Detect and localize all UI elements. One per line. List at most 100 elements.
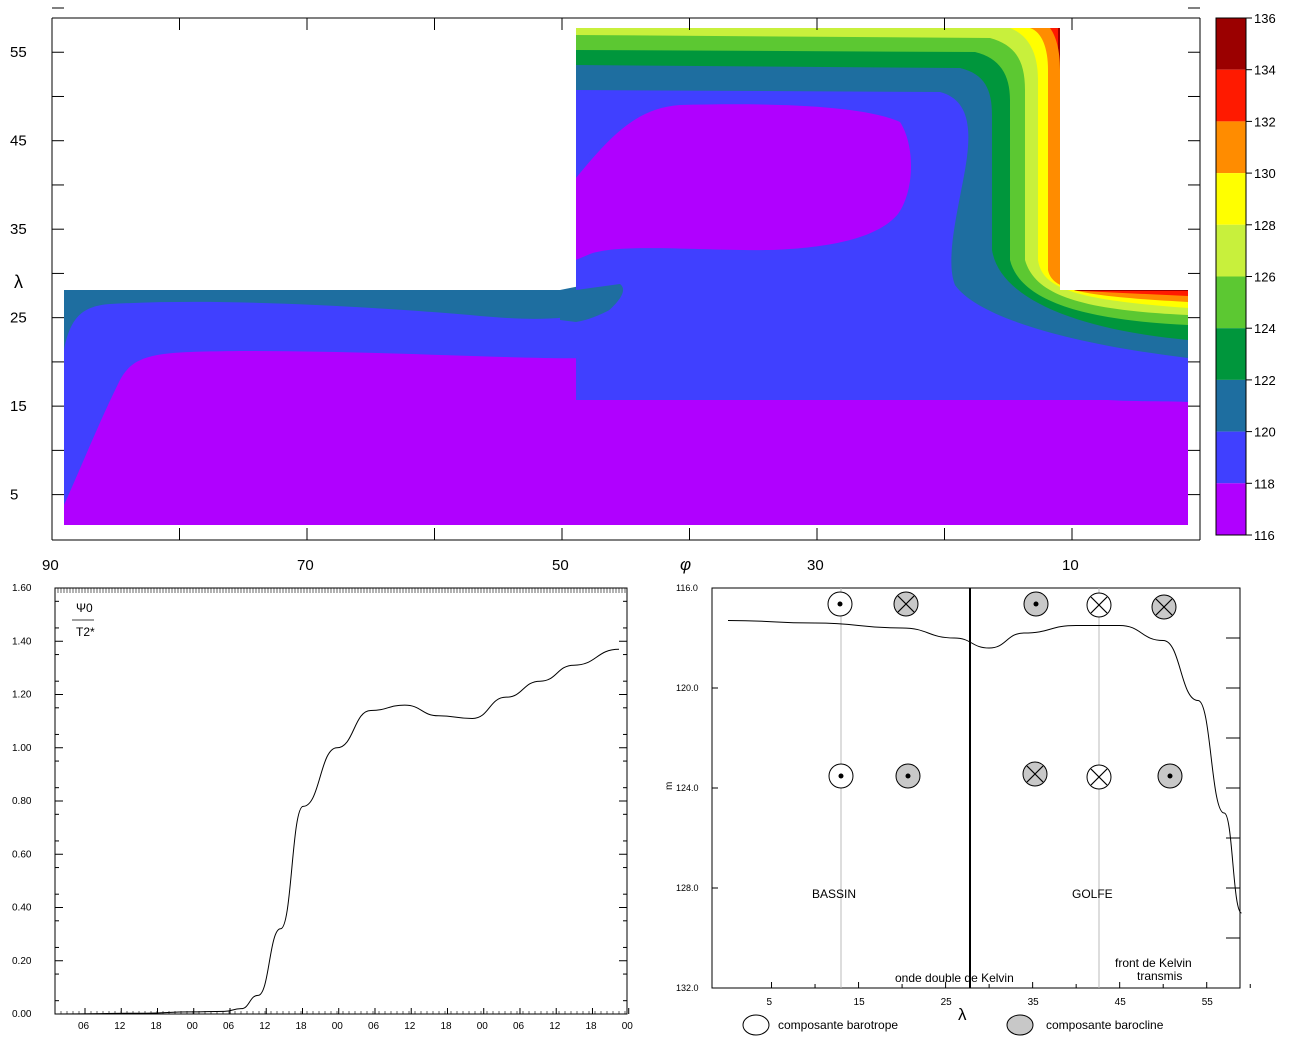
colorbar-swatch	[1216, 276, 1246, 329]
heatmap-x-tick-label: 50	[552, 557, 569, 574]
psi-y-tick-label: 0.40	[12, 903, 32, 914]
heatmap-basin-tongue	[560, 282, 632, 322]
heatmap-x-axis: 90 70 50 30 10	[42, 18, 1079, 574]
psi-ylabel-numerator: Ψ0	[76, 601, 93, 615]
psi-x-tick-label: 00	[622, 1021, 634, 1032]
kelvin-annotation-double-wave: onde double de Kelvin	[895, 971, 1014, 985]
kelvin-y-tick-label: 128.0	[676, 883, 699, 893]
psi-x-tick-label: 06	[368, 1021, 380, 1032]
psi-x-tick-label: 12	[404, 1021, 416, 1032]
heatmap-x-tick-label: 90	[42, 557, 59, 574]
psi-top-minor-ticks	[54, 588, 626, 593]
colorbar: 136 134 132 130 128 126 124 122 120 118 116	[1215, 11, 1276, 543]
psi-x-tick-label: 06	[78, 1021, 90, 1032]
heatmap-xlabel: φ	[680, 555, 691, 574]
heatmap-y-axis: 55 45 35 25 15 5	[10, 7, 1200, 504]
colorbar-level-label: 124	[1254, 321, 1276, 336]
symbol-barocline-cross	[1151, 594, 1177, 620]
psi-series-line	[54, 648, 620, 1015]
legend-barocline-swatch	[1006, 1014, 1034, 1036]
psi-x-tick-label: 00	[477, 1021, 489, 1032]
colorbar-level-label: 134	[1254, 63, 1276, 78]
heatmap-y-tick-label: 15	[10, 398, 27, 415]
heatmap-x-tick-label: 10	[1062, 557, 1079, 574]
symbol-barocline-dot	[895, 763, 921, 789]
kelvin-xlabel: λ	[958, 1005, 967, 1024]
kelvin-chart-frame	[711, 587, 1241, 989]
psi-x-tick-label: 00	[332, 1021, 344, 1032]
symbol-barotrope-dot	[827, 591, 853, 617]
legend-barotrope: composante barotrope	[742, 1014, 898, 1036]
colorbar-level-label: 130	[1254, 166, 1276, 181]
heatmap-land-mask-right	[1060, 28, 1188, 290]
psi-x-tick-label: 18	[440, 1021, 452, 1032]
colorbar-swatch	[1216, 224, 1246, 277]
psi-y-axis: 1.60 1.40 1.20 1.00 0.80 0.60 0.40 0.20 0.00	[12, 583, 627, 1020]
kelvin-x-tick-label: 5	[767, 997, 773, 1008]
colorbar-level-label: 132	[1254, 114, 1276, 129]
colorbar-swatch	[1216, 69, 1246, 122]
colorbar-level-label: 122	[1254, 373, 1276, 388]
symbol-barotrope-cross	[1086, 592, 1112, 618]
colorbar-swatch	[1216, 173, 1246, 225]
kelvin-ylabel: m	[664, 782, 675, 790]
psi-chart-frame	[54, 587, 628, 1015]
colorbar-level-label: 118	[1254, 476, 1275, 491]
kelvin-x-tick-label: 15	[854, 997, 866, 1008]
heatmap-x-tick-label: 70	[297, 557, 314, 574]
heatmap-ylabel: λ	[14, 272, 23, 292]
legend-barotrope-label: composante barotrope	[778, 1018, 898, 1032]
colorbar-swatch	[1216, 431, 1246, 484]
colorbar-swatch	[1216, 379, 1246, 432]
colorbar-level-label: 126	[1254, 270, 1276, 285]
psi-y-tick-label: 1.60	[12, 583, 32, 594]
psi-y-tick-label: 0.20	[12, 956, 32, 967]
symbol-barocline-dot	[1157, 763, 1183, 789]
psi-x-tick-label: 06	[513, 1021, 525, 1032]
kelvin-y-axis: 116.0 120.0 124.0 128.0 132.0	[676, 583, 1240, 993]
colorbar-level-label: 136	[1254, 11, 1276, 26]
heatmap-y-tick-label: 55	[10, 44, 27, 61]
kelvin-y-tick-label: 132.0	[676, 983, 699, 993]
psi-x-tick-label: 12	[114, 1021, 126, 1032]
heatmap-gulf-mouth-blue	[576, 250, 651, 318]
psi-x-tick-label: 12	[549, 1021, 561, 1032]
psi-y-tick-label: 0.60	[12, 849, 32, 860]
psi-x-tick-label: 18	[295, 1021, 307, 1032]
kelvin-x-axis: 5 15 25 35 45 55	[767, 982, 1251, 1008]
kelvin-annotation-front-line1: front de Kelvin	[1115, 956, 1192, 970]
kelvin-x-tick-label: 25	[941, 997, 953, 1008]
colorbar-swatch	[1216, 483, 1246, 535]
symbol-barocline-cross	[1022, 761, 1048, 787]
heatmap-y-tick-label: 45	[10, 133, 27, 150]
kelvin-y-tick-label: 120.0	[676, 683, 699, 693]
colorbar-swatch	[1216, 18, 1246, 70]
psi-ylabel-denominator: T2*	[76, 625, 95, 639]
colorbar-level-label: 120	[1254, 425, 1276, 440]
psi-y-tick-label: 1.00	[12, 743, 32, 754]
kelvin-y-tick-label: 116.0	[676, 583, 698, 593]
psi-x-tick-label: 06	[223, 1021, 235, 1032]
symbol-barocline-dot	[1023, 591, 1049, 617]
kelvin-annotation-bassin: BASSIN	[812, 887, 856, 901]
colorbar-swatch	[1216, 328, 1246, 380]
colorbar-level-label: 128	[1254, 218, 1276, 233]
psi-y-tick-label: 0.00	[12, 1009, 32, 1020]
heatmap-land-mask-left	[64, 28, 576, 290]
legend-barocline: composante barocline	[1006, 1014, 1164, 1036]
psi-y-tick-label: 0.80	[12, 796, 32, 807]
kelvin-x-tick-label: 55	[1202, 997, 1214, 1008]
psi-x-tick-label: 00	[187, 1021, 199, 1032]
symbol-barocline-cross	[893, 591, 919, 617]
colorbar-level-label: 116	[1254, 528, 1275, 543]
kelvin-annotation-golfe: GOLFE	[1072, 887, 1113, 901]
psi-x-axis: 06 12 18 00 06 12 18 00 06 12 18 00 06 12 18 00	[54, 1008, 634, 1032]
colorbar-swatch	[1216, 121, 1246, 174]
psi-x-tick-label: 18	[150, 1021, 162, 1032]
psi-y-tick-label: 1.40	[12, 636, 32, 647]
symbol-barotrope-dot	[828, 763, 854, 789]
legend-barotrope-swatch	[742, 1014, 770, 1036]
